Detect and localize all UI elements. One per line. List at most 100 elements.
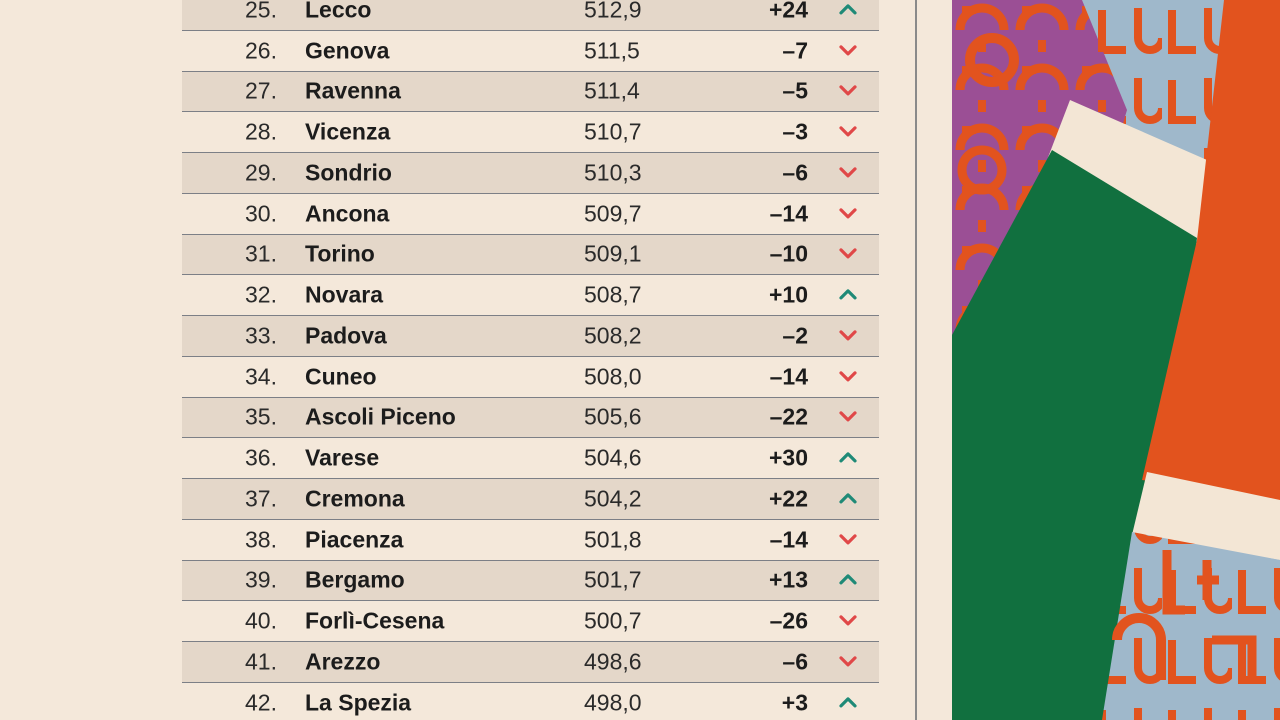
table-row: 28. Vicenza 510,7 –3 <box>182 112 879 153</box>
province-name: Arezzo <box>305 648 381 675</box>
chevron-up-icon <box>837 0 859 20</box>
rank-value: 30. <box>245 200 277 227</box>
score-value: 509,7 <box>584 200 642 227</box>
rank-value: 29. <box>245 159 277 186</box>
score-value: 508,0 <box>584 363 642 390</box>
table-row: 30. Ancona 509,7 –14 <box>182 194 879 235</box>
province-name: Bergamo <box>305 566 405 593</box>
rank-value: 25. <box>245 0 277 23</box>
position-change: +24 <box>768 0 808 23</box>
column-divider <box>915 0 917 720</box>
rank-value: 36. <box>245 444 277 471</box>
position-change: –6 <box>782 159 808 186</box>
score-value: 512,9 <box>584 0 642 23</box>
province-name: Piacenza <box>305 526 404 553</box>
province-name: Cuneo <box>305 363 377 390</box>
score-value: 508,2 <box>584 322 642 349</box>
province-name: Padova <box>305 322 387 349</box>
rank-value: 37. <box>245 485 277 512</box>
chevron-up-icon <box>837 283 859 305</box>
score-value: 505,6 <box>584 403 642 430</box>
chevron-down-icon <box>837 202 859 224</box>
rank-value: 38. <box>245 526 277 553</box>
province-name: Forlì-Cesena <box>305 607 445 634</box>
score-value: 500,7 <box>584 607 642 634</box>
table-row: 37. Cremona 504,2 +22 <box>182 479 879 520</box>
chevron-down-icon <box>837 120 859 142</box>
score-value: 509,1 <box>584 240 642 267</box>
position-change: –7 <box>782 37 808 64</box>
table-row: 32. Novara 508,7 +10 <box>182 275 879 316</box>
rank-value: 35. <box>245 403 277 430</box>
position-change: –6 <box>782 648 808 675</box>
chevron-down-icon <box>837 528 859 550</box>
position-change: +30 <box>768 444 808 471</box>
score-value: 504,6 <box>584 444 642 471</box>
chevron-down-icon <box>837 39 859 61</box>
chevron-down-icon <box>837 242 859 264</box>
rank-value: 42. <box>245 689 277 716</box>
province-name: Ascoli Piceno <box>305 403 456 430</box>
table-row: 38. Piacenza 501,8 –14 <box>182 520 879 561</box>
score-value: 501,8 <box>584 526 642 553</box>
province-name: Vicenza <box>305 118 391 145</box>
score-value: 501,7 <box>584 566 642 593</box>
chevron-down-icon <box>837 650 859 672</box>
position-change: +3 <box>781 689 808 716</box>
table-row: 25. Lecco 512,9 +24 <box>182 0 879 31</box>
province-name: Ravenna <box>305 77 401 104</box>
rank-value: 27. <box>245 77 277 104</box>
chevron-up-icon <box>837 446 859 468</box>
artwork-graphic <box>952 0 1280 720</box>
rank-value: 26. <box>245 37 277 64</box>
ranking-table: 25. Lecco 512,9 +24 26. Genova 511,5 –7 27. Raven… <box>182 0 879 720</box>
rank-value: 40. <box>245 607 277 634</box>
position-change: +10 <box>768 281 808 308</box>
table-row: 39. Bergamo 501,7 +13 <box>182 560 879 602</box>
score-value: 510,3 <box>584 159 642 186</box>
province-name: Torino <box>305 240 375 267</box>
table-row: 35. Ascoli Piceno 505,6 –22 <box>182 397 879 439</box>
position-change: –14 <box>769 363 808 390</box>
chevron-down-icon <box>837 609 859 631</box>
score-value: 511,4 <box>584 77 640 104</box>
position-change: +13 <box>768 566 808 593</box>
position-change: –10 <box>769 240 808 267</box>
table-row: 34. Cuneo 508,0 –14 <box>182 357 879 398</box>
province-name: Ancona <box>305 200 390 227</box>
chevron-up-icon <box>837 487 859 509</box>
position-change: –14 <box>769 526 808 553</box>
province-name: La Spezia <box>305 689 412 716</box>
chevron-up-icon <box>837 568 859 590</box>
rank-value: 34. <box>245 363 277 390</box>
score-value: 504,2 <box>584 485 642 512</box>
score-value: 510,7 <box>584 118 642 145</box>
table-row: 36. Varese 504,6 +30 <box>182 438 879 479</box>
score-value: 511,5 <box>584 37 640 64</box>
rank-value: 33. <box>245 322 277 349</box>
province-name: Sondrio <box>305 159 392 186</box>
table-row: 41. Arezzo 498,6 –6 <box>182 642 879 683</box>
position-change: –5 <box>782 77 808 104</box>
chevron-down-icon <box>837 79 859 101</box>
table-row: 33. Padova 508,2 –2 <box>182 316 879 357</box>
province-name: Novara <box>305 281 383 308</box>
rank-value: 41. <box>245 648 277 675</box>
score-value: 498,0 <box>584 689 642 716</box>
position-change: –3 <box>782 118 808 145</box>
position-change: –22 <box>769 403 808 430</box>
score-value: 498,6 <box>584 648 642 675</box>
province-name: Lecco <box>305 0 372 23</box>
position-change: –2 <box>782 322 808 349</box>
position-change: –26 <box>769 607 808 634</box>
rank-value: 31. <box>245 240 277 267</box>
table-row: 26. Genova 511,5 –7 <box>182 31 879 72</box>
table-row: 29. Sondrio 510,3 –6 <box>182 153 879 194</box>
province-name: Genova <box>305 37 390 64</box>
position-change: –14 <box>769 200 808 227</box>
chevron-down-icon <box>837 161 859 183</box>
rank-value: 28. <box>245 118 277 145</box>
chevron-down-icon <box>837 405 859 427</box>
decorative-artwork <box>952 0 1280 720</box>
